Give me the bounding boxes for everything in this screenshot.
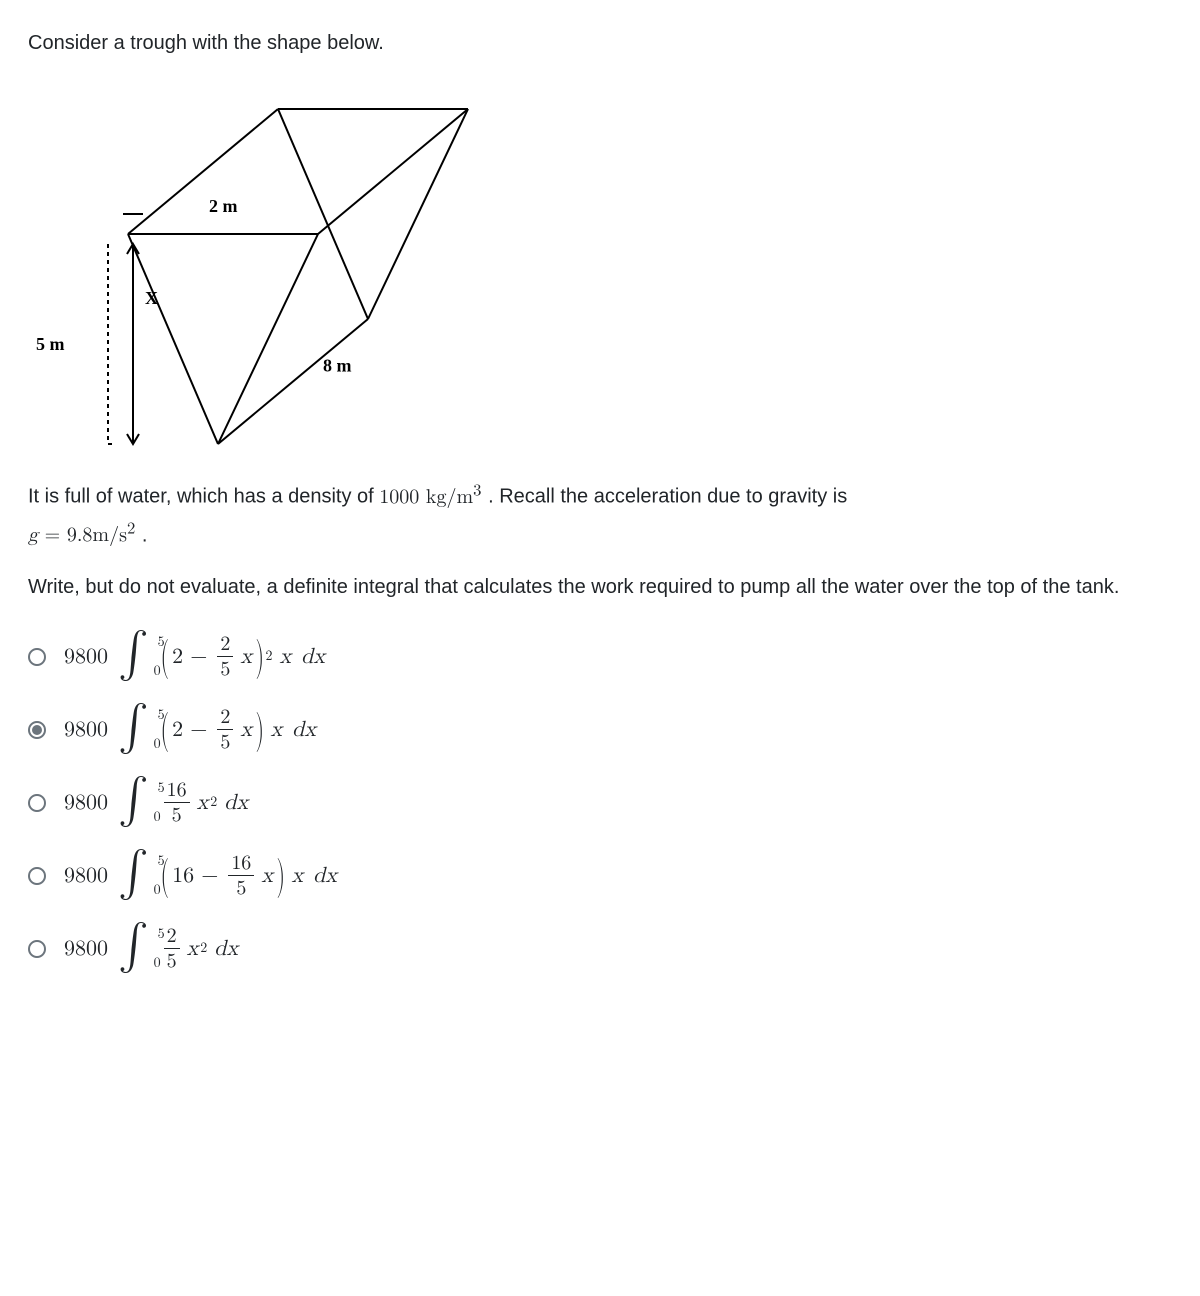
instruction-text: Write, but do not evaluate, a definite i…: [28, 572, 1172, 602]
answer-option[interactable]: 9800 ∫ 5 0 ( 2 − 25 x ) x dx: [28, 693, 1172, 766]
trough-diagram: 2 m X 5 m 8 m: [28, 64, 1172, 469]
answer-expression: 9800 ∫ 5 0 ( 16 − 165 x ) x dx: [64, 853, 340, 898]
answer-expression: 9800 ∫ 5 0 ( 2 − 25 x ) x dx: [64, 707, 319, 752]
g-units: m/s: [92, 525, 127, 545]
problem-intro: Consider a trough with the shape below.: [28, 28, 1172, 58]
svg-text:5 m: 5 m: [36, 334, 65, 354]
svg-text:X: X: [145, 288, 158, 308]
g-period: .: [142, 524, 148, 546]
radio-button[interactable]: [28, 940, 46, 958]
answer-option[interactable]: 9800 ∫ 5 0 165 x2 dx: [28, 766, 1172, 839]
answer-options: 9800 ∫ 5 0 ( 2 − 25 x )2 x dx: [28, 620, 1172, 985]
physics-suffix: . Recall the acceleration due to gravity…: [488, 486, 847, 508]
physics-prefix: It is full of water, which has a density…: [28, 486, 379, 508]
answer-option[interactable]: 9800 ∫ 5 0 ( 16 − 165 x ) x dx: [28, 839, 1172, 912]
answer-expression: 9800 ∫ 5 0 ( 2 − 25 x )2 x dx: [64, 634, 328, 679]
physics-line-2: g = 9.8m/s2 .: [28, 518, 1172, 551]
density-units: kg/m: [426, 487, 473, 507]
density-exp: 3: [473, 483, 481, 499]
g-value: 9.8: [67, 525, 93, 545]
physics-line-1: It is full of water, which has a density…: [28, 479, 1172, 512]
answer-expression: 9800 ∫ 5 0 165 x2 dx: [64, 780, 251, 825]
density-value: 1000: [379, 487, 419, 507]
g-exp: 2: [127, 522, 135, 538]
radio-button[interactable]: [28, 648, 46, 666]
answer-expression: 9800 ∫ 5 0 25 x2 dx: [64, 926, 241, 971]
answer-option[interactable]: 9800 ∫ 5 0 ( 2 − 25 x )2 x dx: [28, 620, 1172, 693]
answer-option[interactable]: 9800 ∫ 5 0 25 x2 dx: [28, 912, 1172, 985]
radio-button[interactable]: [28, 794, 46, 812]
radio-button[interactable]: [28, 721, 46, 739]
svg-text:2 m: 2 m: [209, 196, 238, 216]
radio-button[interactable]: [28, 867, 46, 885]
svg-text:8 m: 8 m: [323, 356, 352, 376]
